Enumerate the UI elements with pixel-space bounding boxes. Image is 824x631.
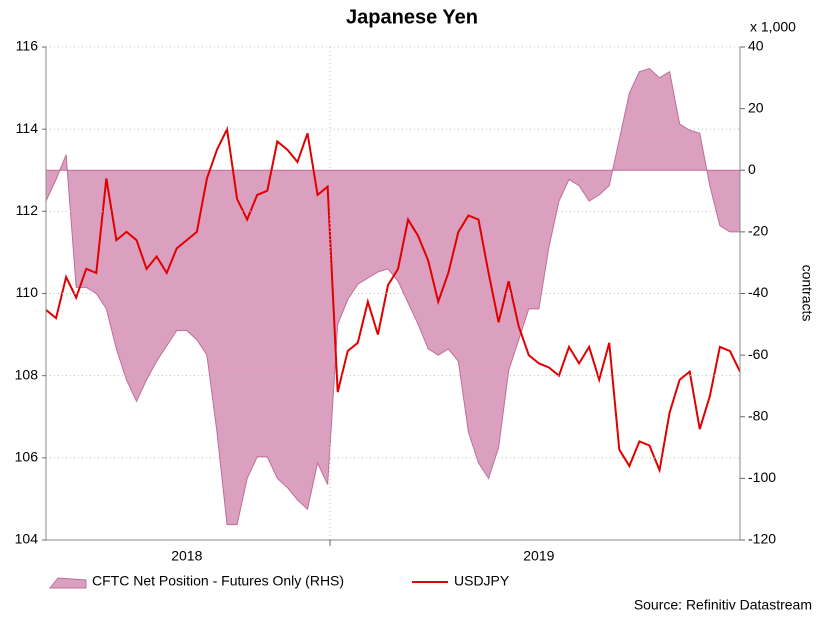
y-tick-label: 114 (16, 120, 39, 136)
y2-tick-label: 40 (748, 38, 764, 54)
y2-tick-label: -20 (748, 223, 768, 239)
y2-tick-label: -40 (748, 284, 768, 300)
y-tick-label: 110 (16, 284, 39, 300)
y-tick-label: 108 (15, 366, 39, 382)
y-tick-label: 116 (16, 38, 39, 54)
area (45, 68, 741, 526)
x-tick-label: 2019 (523, 548, 554, 564)
y2-tick-label: -120 (748, 531, 776, 547)
y2-tick-label: -60 (748, 346, 768, 362)
x-tick-label: 2018 (171, 548, 202, 564)
y-tick-label: 106 (15, 449, 39, 465)
y2-tick-label: 0 (748, 161, 756, 177)
y2-tick-label: -80 (748, 407, 768, 423)
chart-title: Japanese Yen (346, 6, 478, 28)
source: Source: Refinitiv Datastream (634, 597, 812, 613)
y2-tick-label: -100 (748, 469, 776, 485)
y-tick-label: 104 (15, 531, 39, 547)
y2-axis-label: contracts (799, 265, 815, 322)
legend-swatch (48, 577, 87, 589)
y2-unit: x 1,000 (750, 19, 796, 35)
y2-tick-label: 20 (748, 99, 764, 115)
legend-label: CFTC Net Position - Futures Only (RHS) (92, 573, 344, 589)
y-tick-label: 112 (16, 202, 39, 218)
line (45, 125, 741, 474)
legend-label: USDJPY (454, 573, 510, 589)
